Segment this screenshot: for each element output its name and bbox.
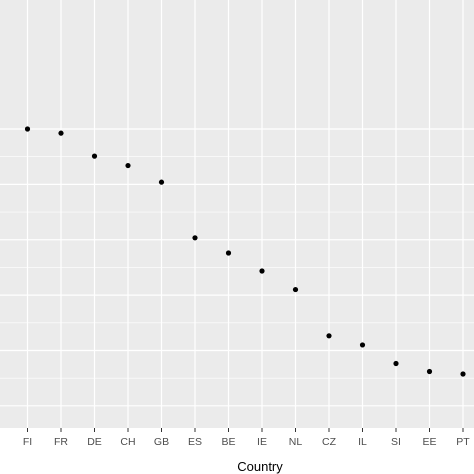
plot-panel [0, 0, 474, 428]
data-points [24, 126, 466, 377]
data-point-de [91, 153, 98, 159]
grid-lines [0, 0, 474, 428]
x-tick-label: FR [54, 436, 68, 448]
data-point-gb [158, 179, 165, 185]
x-tick-label: PT [456, 436, 470, 448]
data-point-cz [326, 333, 332, 339]
data-point-si [393, 360, 399, 367]
data-point-ch [125, 162, 131, 169]
x-tick-label: CH [120, 436, 135, 448]
data-point-fi [24, 126, 31, 132]
x-tick-label: EE [422, 436, 436, 448]
x-tick-label: IE [257, 436, 267, 448]
data-point-il [359, 342, 366, 348]
x-tick-label: GB [154, 436, 169, 448]
data-point-es [192, 235, 198, 241]
data-point-nl [292, 286, 299, 293]
x-tick-label: BE [221, 436, 235, 448]
x-tick-label: ES [188, 436, 202, 448]
data-point-ee [426, 368, 433, 375]
x-tick-label: FI [23, 436, 32, 448]
data-point-ie [259, 268, 265, 274]
x-tick-label: NL [289, 436, 303, 448]
x-axis-title: Country [237, 459, 283, 474]
x-tick-label: IL [358, 436, 367, 448]
x-axis-ticks: FI FR DE CH GB ES BE IE NL CZ IL SI EE PT [23, 428, 470, 448]
data-point-fr [58, 130, 64, 136]
data-point-pt [460, 371, 466, 377]
x-tick-label: DE [87, 436, 102, 448]
data-point-be [225, 250, 232, 256]
x-tick-label: SI [391, 436, 401, 448]
x-tick-label: CZ [322, 436, 337, 448]
